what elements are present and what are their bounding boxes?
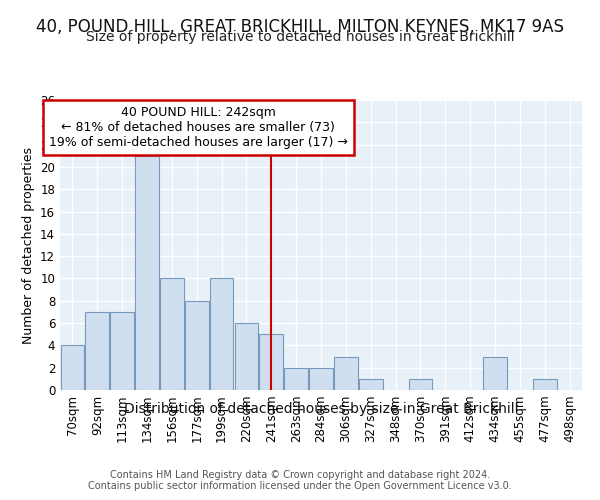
Bar bbox=[409, 379, 432, 390]
Bar bbox=[110, 312, 134, 390]
Bar bbox=[235, 323, 258, 390]
Text: Distribution of detached houses by size in Great Brickhill: Distribution of detached houses by size … bbox=[124, 402, 518, 416]
Bar bbox=[259, 334, 283, 390]
Text: Size of property relative to detached houses in Great Brickhill: Size of property relative to detached ho… bbox=[86, 30, 514, 44]
Bar bbox=[135, 156, 159, 390]
Bar bbox=[309, 368, 333, 390]
Bar bbox=[160, 278, 184, 390]
Bar bbox=[359, 379, 383, 390]
Text: Contains public sector information licensed under the Open Government Licence v3: Contains public sector information licen… bbox=[88, 481, 512, 491]
Bar bbox=[334, 356, 358, 390]
Bar bbox=[185, 301, 209, 390]
Y-axis label: Number of detached properties: Number of detached properties bbox=[22, 146, 35, 344]
Bar bbox=[284, 368, 308, 390]
Text: Contains HM Land Registry data © Crown copyright and database right 2024.: Contains HM Land Registry data © Crown c… bbox=[110, 470, 490, 480]
Bar bbox=[61, 346, 84, 390]
Bar bbox=[210, 278, 233, 390]
Bar bbox=[483, 356, 507, 390]
Bar bbox=[533, 379, 557, 390]
Text: 40, POUND HILL, GREAT BRICKHILL, MILTON KEYNES, MK17 9AS: 40, POUND HILL, GREAT BRICKHILL, MILTON … bbox=[36, 18, 564, 36]
Text: 40 POUND HILL: 242sqm
← 81% of detached houses are smaller (73)
19% of semi-deta: 40 POUND HILL: 242sqm ← 81% of detached … bbox=[49, 106, 348, 149]
Bar bbox=[85, 312, 109, 390]
